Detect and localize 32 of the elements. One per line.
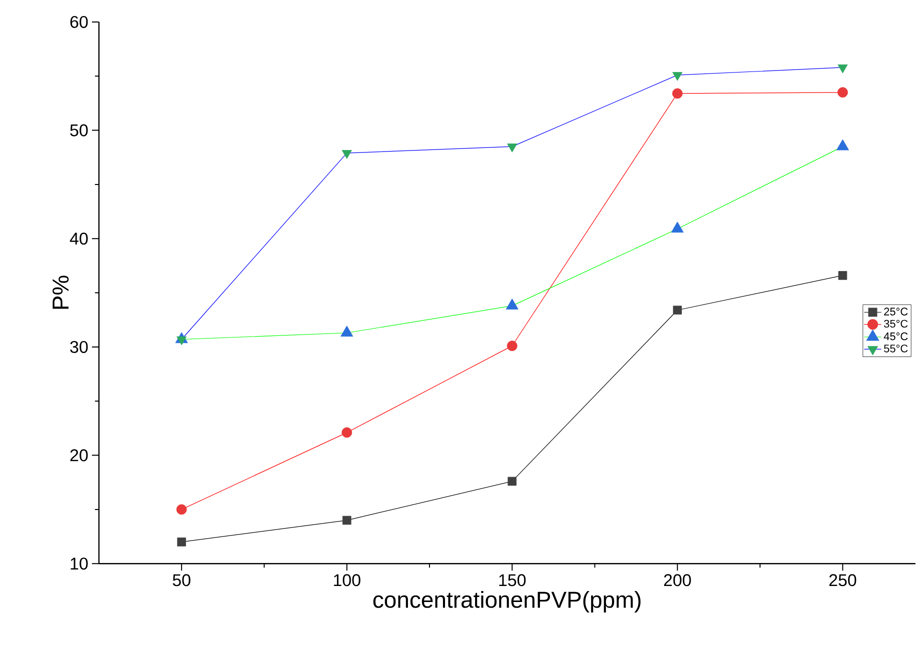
point — [672, 88, 683, 99]
point — [342, 150, 352, 160]
y-tick-label: 10 — [70, 558, 88, 570]
point — [342, 516, 352, 525]
point — [838, 271, 848, 280]
x-axis-title: concentrationenPVP(ppm) — [373, 591, 641, 613]
x-tick-label: 250 — [829, 574, 856, 586]
legend-label: 25°C — [884, 308, 908, 316]
legend-label: 35°C — [884, 320, 908, 328]
point — [837, 87, 848, 98]
legend-label: 55°C — [884, 344, 908, 353]
point — [176, 336, 187, 346]
point — [507, 144, 518, 153]
point — [342, 428, 352, 438]
point — [176, 504, 187, 515]
point — [177, 538, 186, 547]
point — [672, 72, 682, 82]
x-tick-label: 50 — [172, 574, 190, 586]
y-tick-label: 60 — [70, 16, 88, 28]
point — [506, 340, 518, 352]
x-tick-label: 100 — [334, 574, 360, 586]
y-axis-title: P% — [52, 276, 69, 310]
point — [838, 64, 848, 74]
point — [508, 477, 517, 486]
y-tick-label: 30 — [70, 341, 88, 354]
y-tick-label: 20 — [70, 449, 88, 462]
x-tick-label: 200 — [664, 574, 691, 586]
y-tick-label: 50 — [70, 124, 88, 137]
y-tick-label: 40 — [70, 232, 88, 245]
point — [673, 306, 682, 315]
legend-label: 45°C — [884, 332, 908, 340]
x-tick-label: 150 — [499, 574, 526, 586]
